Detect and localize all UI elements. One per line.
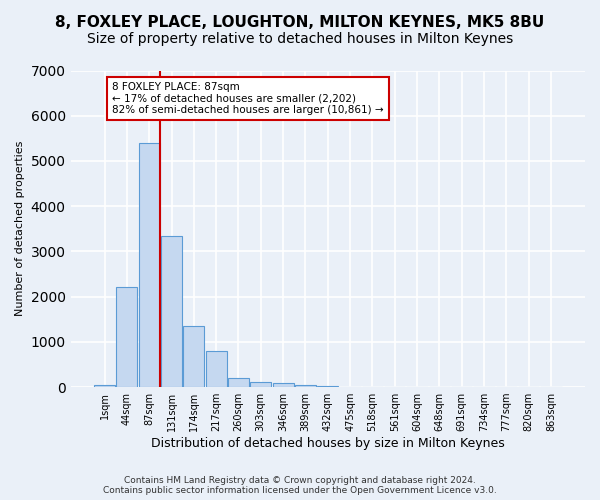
- Bar: [183, 326, 205, 387]
- Bar: [250, 382, 271, 387]
- Bar: [116, 286, 137, 387]
- Bar: [272, 384, 294, 387]
- Text: Contains HM Land Registry data © Crown copyright and database right 2024.
Contai: Contains HM Land Registry data © Crown c…: [103, 476, 497, 495]
- X-axis label: Distribution of detached houses by size in Milton Keynes: Distribution of detached houses by size …: [151, 437, 505, 450]
- Y-axis label: Number of detached properties: Number of detached properties: [15, 141, 25, 316]
- Bar: [295, 385, 316, 387]
- Bar: [317, 386, 338, 387]
- Bar: [161, 236, 182, 387]
- Text: 8 FOXLEY PLACE: 87sqm
← 17% of detached houses are smaller (2,202)
82% of semi-d: 8 FOXLEY PLACE: 87sqm ← 17% of detached …: [112, 82, 384, 115]
- Bar: [228, 378, 249, 387]
- Bar: [206, 351, 227, 387]
- Text: 8, FOXLEY PLACE, LOUGHTON, MILTON KEYNES, MK5 8BU: 8, FOXLEY PLACE, LOUGHTON, MILTON KEYNES…: [55, 15, 545, 30]
- Bar: [139, 143, 160, 387]
- Text: Size of property relative to detached houses in Milton Keynes: Size of property relative to detached ho…: [87, 32, 513, 46]
- Bar: [94, 385, 115, 387]
